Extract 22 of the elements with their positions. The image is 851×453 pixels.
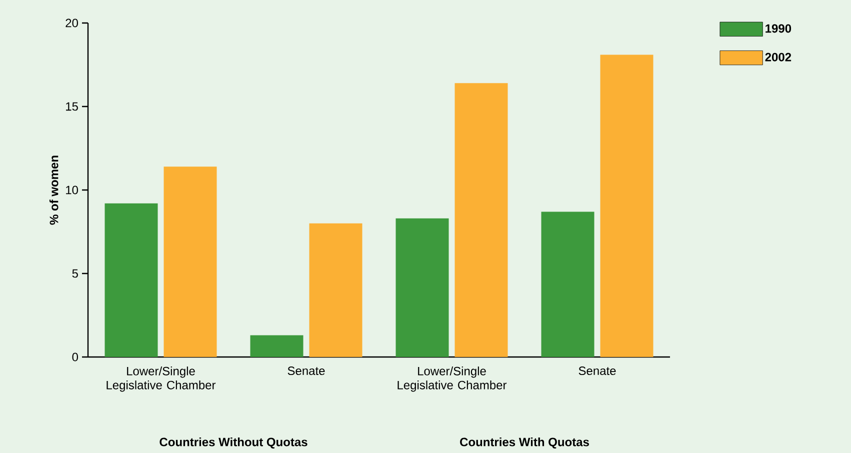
x-tick-label: Senate bbox=[288, 366, 325, 376]
x-tick-label: Senate bbox=[578, 366, 616, 376]
y-tick-label: 5 bbox=[72, 269, 78, 278]
text: Countries With Quotas bbox=[460, 437, 589, 449]
bar bbox=[250, 335, 304, 357]
y-tick-label: 10 bbox=[66, 186, 78, 194]
y-tick-label: 20 bbox=[66, 18, 78, 28]
legend-label: 2002 bbox=[765, 52, 792, 62]
y-tick-label: 0 bbox=[72, 352, 78, 362]
bar bbox=[309, 223, 362, 357]
bar bbox=[454, 83, 508, 357]
y-tick-label: 15 bbox=[66, 102, 78, 111]
x-tick-label: Lower/Single Legislative Chamber bbox=[398, 366, 507, 392]
legend-label: 1990 bbox=[766, 24, 792, 33]
bar bbox=[164, 166, 217, 357]
text: Countries Without Quotas bbox=[160, 437, 308, 449]
bar bbox=[600, 54, 654, 357]
y-axis-title: % of women bbox=[49, 156, 58, 225]
bar bbox=[541, 212, 594, 357]
bar bbox=[104, 203, 158, 357]
bar bbox=[396, 218, 449, 357]
x-tick-label: Lower/Single Legislative Chamber bbox=[106, 366, 216, 392]
